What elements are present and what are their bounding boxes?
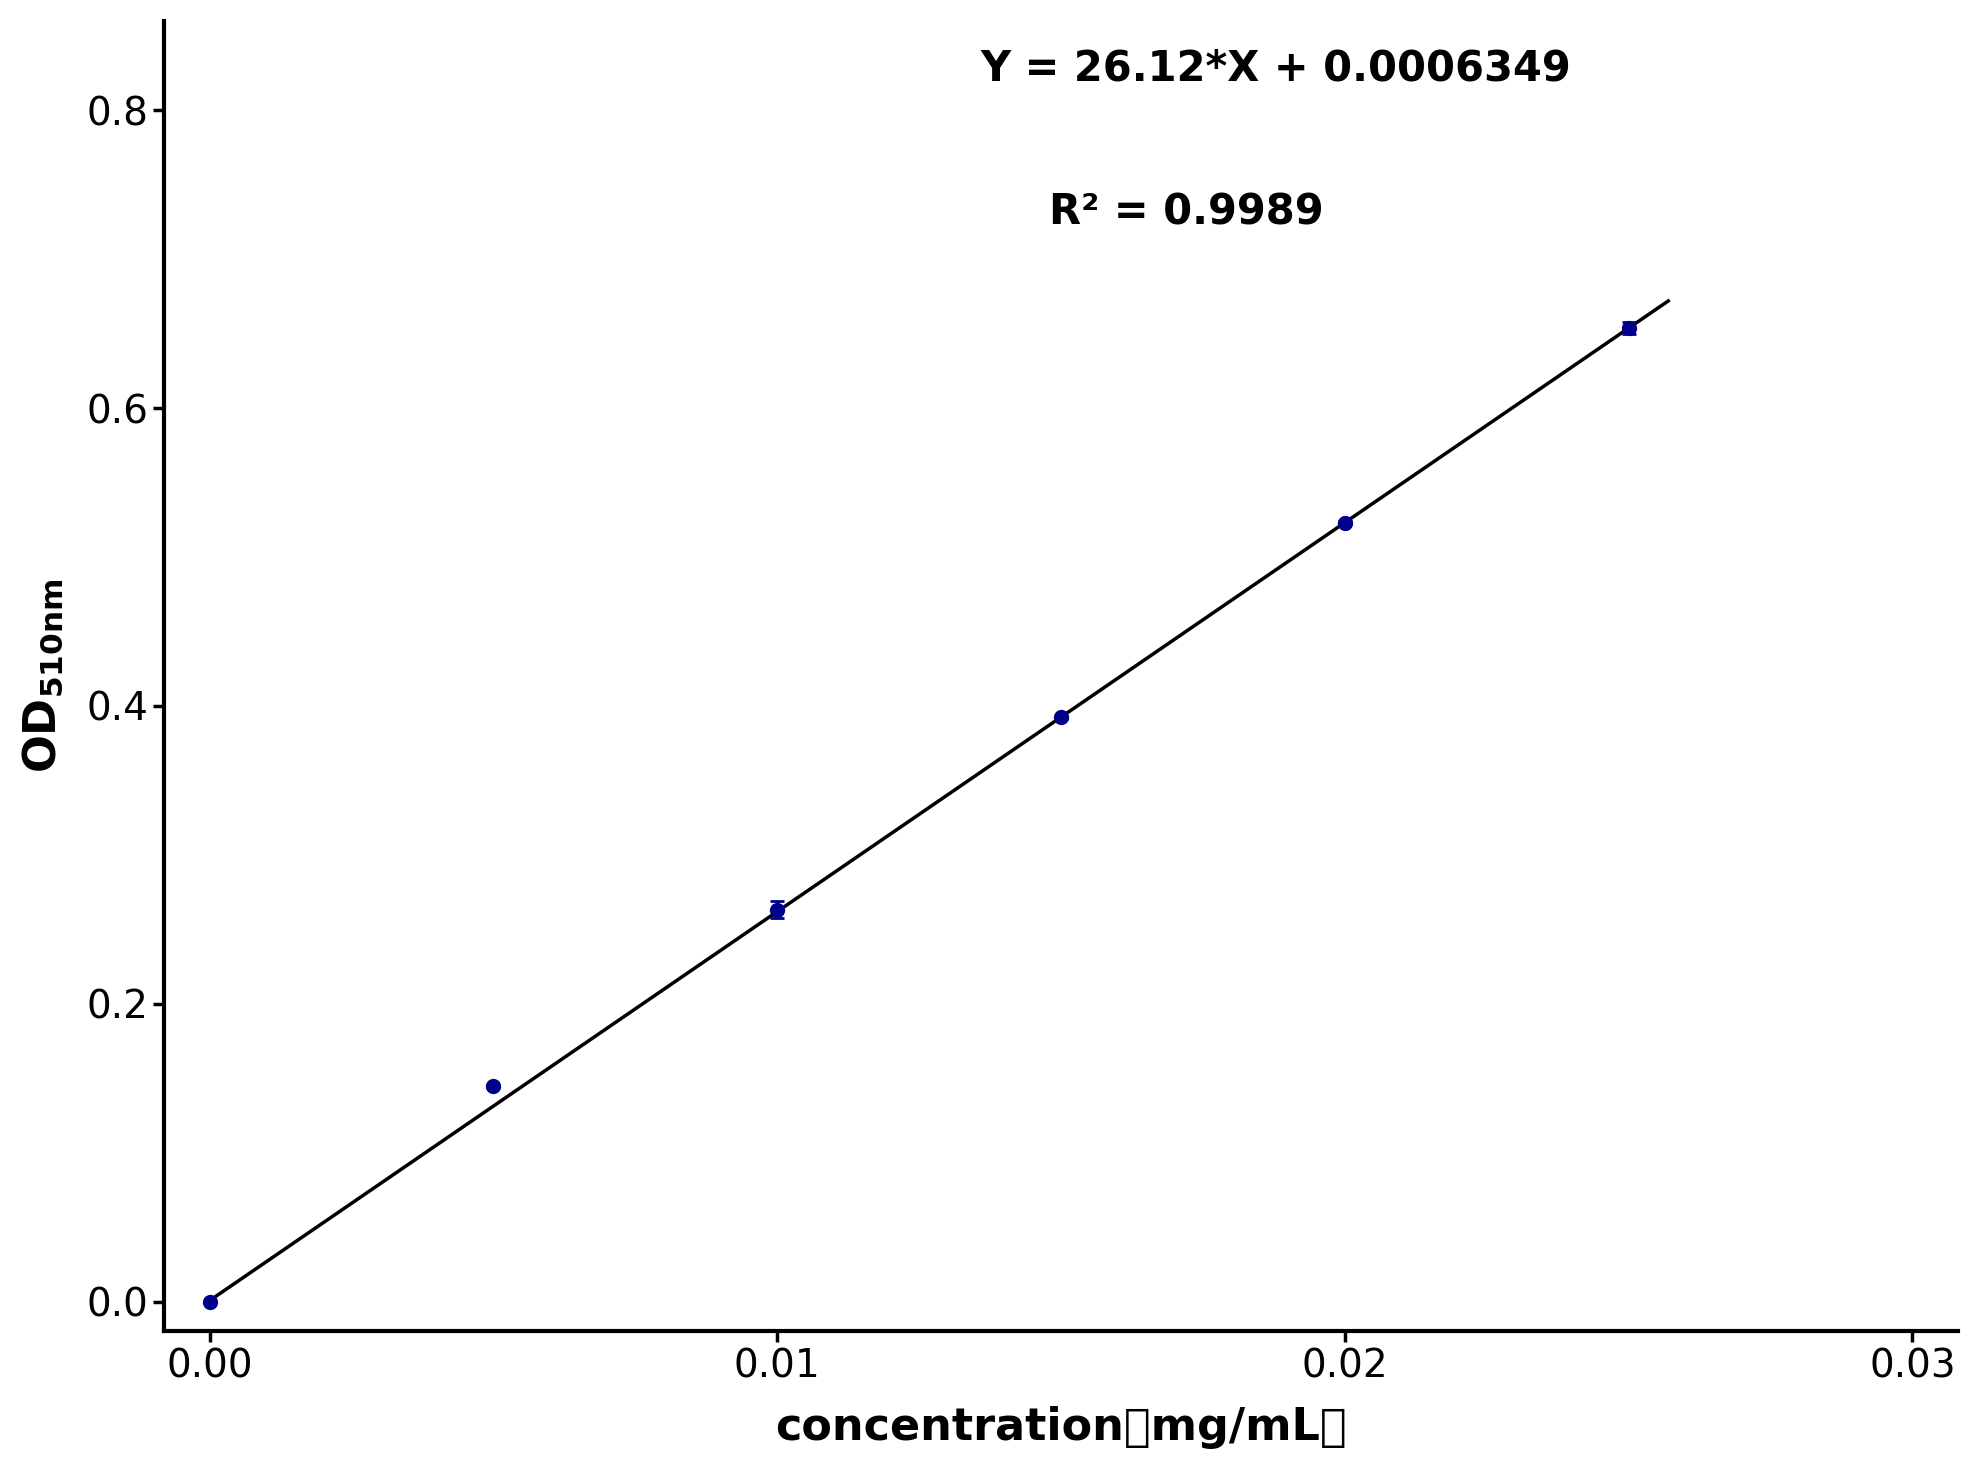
Text: R² = 0.9989: R² = 0.9989 [1048,191,1324,234]
Y-axis label: $\mathbf{OD_{510nm}}$: $\mathbf{OD_{510nm}}$ [22,579,65,773]
Text: Y = 26.12*X + 0.0006349: Y = 26.12*X + 0.0006349 [981,47,1572,90]
X-axis label: concentration（mg/mL）: concentration（mg/mL） [775,1407,1346,1449]
